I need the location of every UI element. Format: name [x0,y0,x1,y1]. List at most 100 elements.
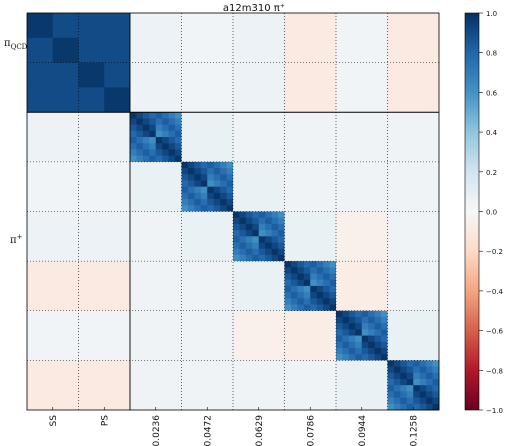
heatmap-cell [258,230,266,237]
heatmap-cell [245,236,253,243]
heatmap-cell [65,56,73,64]
heatmap-cell [207,186,215,194]
heatmap-cell [27,385,54,411]
heatmap-cell [187,205,195,212]
heatmap-cell [72,25,79,33]
heatmap-cell [271,223,279,231]
heatmap-cell [361,335,369,343]
heatmap-cell [97,68,105,76]
heatmap-cell [258,254,266,262]
heatmap-cell [52,50,60,57]
heatmap-cell [271,242,279,250]
heatmap-cell [78,186,105,212]
heatmap-cell [91,99,99,107]
heatmap-cell [233,217,240,225]
heatmap-cell [233,13,260,39]
heatmap-cell [336,87,363,113]
heatmap-cell [233,236,240,243]
heatmap-cell [426,385,433,392]
heatmap-cell [187,192,195,200]
heatmap-cell [104,106,112,113]
heatmap-cell [155,37,182,64]
heatmap-cell [149,149,157,157]
heatmap-cell [400,378,408,386]
heatmap-cell [348,347,356,355]
heatmap-cell [175,137,182,144]
heatmap-cell [39,19,47,26]
heatmap-cell [342,316,350,324]
heatmap-cell [297,267,305,274]
heatmap-cell [123,99,131,107]
heatmap-cell [297,292,305,299]
heatmap-cell [419,372,427,380]
heatmap-cell [258,211,266,219]
x-tick-label: PS [100,415,110,426]
heatmap-cell [130,310,157,336]
heatmap-cell [406,366,414,374]
heatmap-cell [284,13,311,39]
heatmap-cell [27,87,54,113]
heatmap-cell [413,161,440,188]
heatmap-cell [387,87,414,113]
heatmap-cell [413,366,421,374]
heatmap-cell [361,62,388,88]
y-label-main: π [10,235,17,246]
heatmap-cell [194,205,202,212]
heatmap-cell [290,285,298,293]
heatmap-cell [175,112,182,119]
heatmap-cell [46,19,54,26]
heatmap-cell [387,37,414,64]
heatmap-cell [258,242,266,250]
heatmap-cell [207,360,234,386]
y-block-label-pi-qcd: πQCD [4,38,28,51]
heatmap-cell [155,261,182,287]
heatmap-cell [52,112,79,138]
heatmap-cell [65,31,73,39]
heatmap-cell [284,273,292,281]
heatmap-cell [258,285,285,312]
heatmap-cell [303,261,311,268]
heatmap-cell [162,130,170,138]
y-label-main: π [4,38,11,49]
colorbar-tick-label: −0.4 [486,288,504,296]
heatmap-cell [368,347,376,355]
heatmap-cell [110,68,118,76]
heatmap-cell [200,186,208,194]
heatmap-cell [130,285,157,312]
heatmap-cell [329,292,337,299]
heatmap-cell [175,118,182,126]
heatmap-cell [207,62,234,88]
heatmap-cell [207,168,215,175]
heatmap-cell [33,44,41,51]
colorbar-tick-label: −0.8 [486,367,503,375]
heatmap-cell [336,13,363,39]
heatmap-cell [278,236,285,243]
heatmap-cell [400,366,408,374]
heatmap-cell [233,254,240,262]
heatmap-cell [361,13,388,39]
heatmap-cell [78,62,86,70]
heatmap-cell [348,329,356,336]
heatmap-cell [155,155,163,163]
heatmap-cell [419,385,427,392]
heatmap-cell [181,335,208,361]
heatmap-cell [387,378,395,386]
heatmap-cell [303,298,311,305]
heatmap-cell [387,366,395,374]
heatmap-cell [284,285,292,293]
heatmap-cell [110,87,118,95]
heatmap-cell [329,279,337,287]
heatmap-cell [336,329,343,336]
heatmap-cell [175,149,182,157]
heatmap-cell [104,285,131,312]
heatmap-cell [336,37,363,64]
heatmap-cell [226,192,234,200]
heatmap-cell [46,25,54,33]
heatmap-cell [84,81,92,88]
heatmap-cell [123,62,131,70]
heatmap-cell [284,186,311,212]
heatmap-cell [84,68,92,76]
heatmap-cell [117,87,124,95]
heatmap-cell [207,261,234,287]
heatmap-cell [355,329,363,336]
